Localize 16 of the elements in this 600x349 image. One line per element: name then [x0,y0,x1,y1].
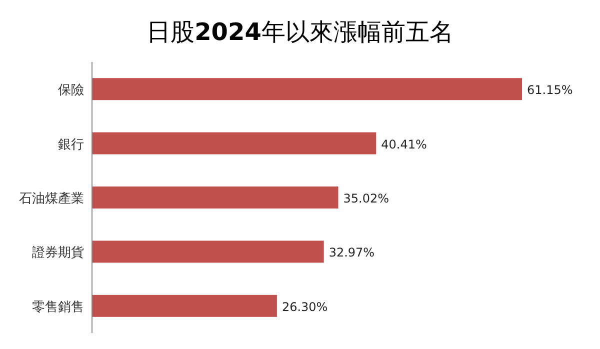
y-tick-label: 零售銷售 [32,300,84,315]
chart-title: 日股2024年以來漲幅前五名 [146,18,454,46]
bar [92,132,376,154]
data-label: 61.15% [527,83,573,98]
y-tick-label: 證券期貨 [32,246,84,261]
y-tick-label: 銀行 [58,137,84,152]
data-label: 26.30% [282,300,328,314]
bar [92,78,522,100]
data-label: 40.41% [381,137,427,152]
bar [92,294,277,317]
y-tick-label: 石油煤產業 [19,192,84,206]
data-label: 35.02% [343,192,390,206]
data-label: 32.97% [328,246,375,260]
y-tick-label: 保險 [58,83,84,98]
bar [92,240,324,263]
bar [92,186,338,208]
